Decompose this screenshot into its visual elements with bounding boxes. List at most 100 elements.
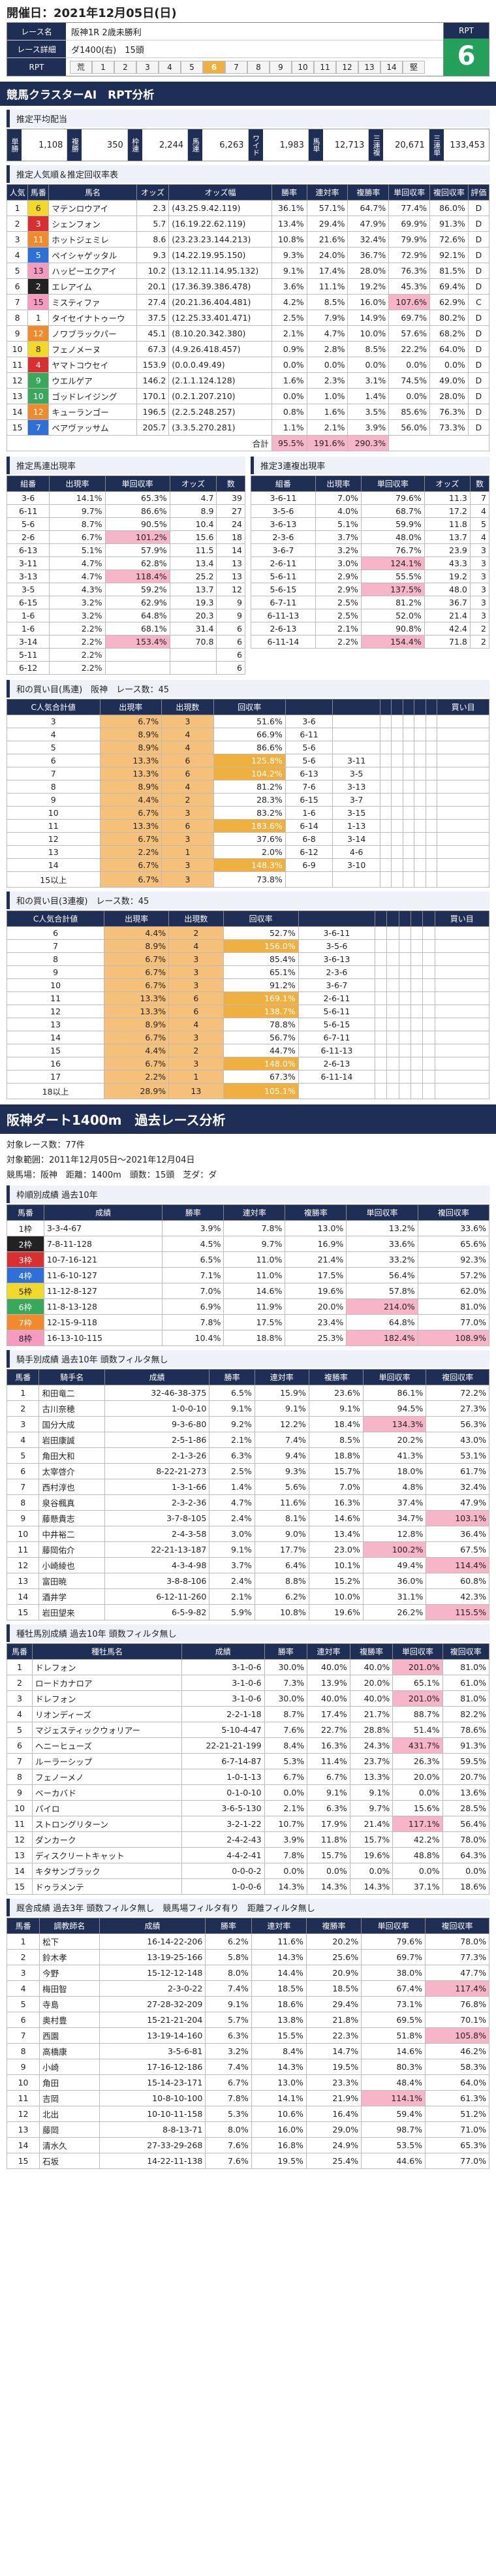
stat-cell: 5.3%	[205, 2106, 252, 2122]
stat-cell: 18.5%	[251, 1980, 307, 1997]
table-row: 14 12 キューランゴー 196.5 (2.2.5.248.257) 0.8% 1.6% 3…	[6, 404, 490, 420]
stat-cell: 6.7%	[264, 1769, 308, 1785]
horse-name: キューランゴー	[48, 404, 137, 420]
rpt-scale-cell: 7	[225, 60, 247, 74]
table-row: 2 3 シェンフォン 5.7 (16.19.22.62.119) 13.4% 29.4% 47…	[6, 216, 490, 232]
combo-blank	[437, 793, 489, 807]
pop-cell: 15	[6, 419, 29, 436]
count: 27	[216, 504, 245, 518]
payout-cell: 複勝 350	[67, 129, 128, 161]
table-row: 3-6-11 7.0% 79.6% 11.3 7	[251, 491, 490, 505]
odds-range: (14.22.19.95.150)	[168, 247, 272, 263]
payout-value: 350	[106, 140, 123, 150]
return-rate: 156.0%	[223, 939, 299, 953]
fuku-return: 28.0%	[429, 388, 469, 404]
appear-rate: 4.7%	[49, 556, 106, 570]
stat-cell: 94.5%	[362, 1400, 427, 1417]
stat-cell: 高橋康	[39, 2043, 100, 2059]
table-row: 15 岩田望来 6-5-9-82 5.9% 10.8% 19.6% 26.2% 115.5%	[6, 1604, 489, 1620]
stat-cell: 22-21-21-199	[181, 1737, 265, 1754]
combo-blank	[375, 965, 388, 979]
stat-cell: 48.8%	[392, 1847, 443, 1863]
column-header: 馬名	[48, 184, 137, 201]
stat-cell: 15.7%	[349, 1831, 394, 1848]
return-rate: 76.7%	[360, 543, 425, 557]
combo-blank	[375, 978, 388, 992]
return-rate: 138.7%	[223, 1005, 299, 1018]
combo: 3-14	[6, 635, 50, 649]
stat-cell: 清水久	[39, 2137, 100, 2153]
stat-cell: 0.0%	[264, 1784, 308, 1801]
horse-name: タイセイナトゥーウ	[48, 310, 137, 326]
column-header: 馬番	[6, 1918, 40, 1934]
fuku-return: 0.0%	[429, 357, 469, 373]
evaluation: D	[467, 341, 490, 357]
appear-rate: 13.3%	[99, 754, 163, 767]
tan-return: 0.0%	[388, 388, 431, 404]
odds: 31.4	[169, 622, 217, 636]
odds: 13.4	[169, 556, 217, 570]
stat-cell: 22.3%	[305, 2027, 362, 2044]
table-row: 7 15 ミスティファ 27.4 (20.21.36.404.481) 4.2% 8.5% 1…	[6, 294, 490, 310]
row-key: 14	[6, 2137, 40, 2153]
horse-name: フェノメーヌ	[48, 341, 137, 357]
stat-cell: 13.4%	[308, 1526, 364, 1542]
stat-cell: 石坂	[39, 2153, 100, 2169]
combo: 5-6-11	[251, 570, 316, 583]
sanren-table: 組番 出現率 単回収率 オッズ数 3-6-11 7.0% 79.6% 11.3 7 3-5-6 4.…	[251, 475, 490, 649]
stat-cell: 8.5%	[308, 1432, 364, 1448]
row-key: 11	[6, 1541, 40, 1558]
stat-cell: 8.7%	[264, 1706, 308, 1722]
column-header	[425, 699, 438, 715]
evaluation: D	[467, 372, 490, 389]
table-row: 15 7 ベアヴァッサム 205.7 (3.3.5.270.281) 1.1% 2.1% 3.…	[6, 419, 490, 436]
sum-value: 4	[7, 728, 101, 741]
fuku-rate: 3.1%	[347, 372, 390, 389]
combo: 4-6	[332, 845, 380, 859]
stat-cell: 26.2%	[362, 1604, 427, 1620]
jockey-table: 馬番 騎手名 成績 勝率 連対率 複勝率 単回収率 複回収率 1 和田竜二 32-46-38-375…	[6, 1369, 489, 1620]
stat-cell: 9.1%	[349, 1784, 394, 1801]
combo-blank	[425, 715, 438, 728]
odds: 11.5	[169, 543, 217, 557]
tan-return: 69.9%	[388, 216, 431, 232]
combo-blank	[414, 767, 426, 781]
stat-cell: 11.8%	[307, 1831, 350, 1848]
appear-rate: 2.5%	[315, 596, 362, 609]
row-key: 12	[6, 2106, 40, 2122]
column-header: 成績	[99, 1918, 206, 1934]
row-key: 13	[6, 2121, 40, 2138]
stat-cell: 9.4%	[254, 1447, 309, 1464]
count: 6	[216, 661, 245, 675]
combo: 3-7	[332, 793, 380, 807]
odds: 48.0	[424, 583, 471, 596]
fuku-rate: 32.4%	[347, 231, 390, 248]
table-row: 15 4.4% 2 44.7% 6-11-13	[6, 1044, 490, 1057]
combo-blank	[410, 952, 424, 966]
combo-blank	[422, 991, 435, 1005]
combo	[332, 715, 380, 728]
odds-cell: 196.5	[136, 404, 170, 420]
frame-table: 馬番 成績 勝率 連対率 複勝率 単回収率 複回収率 1枠 3-3-4-67 3.9% 7.8% 13…	[7, 1204, 490, 1346]
table-row: 13 8.9% 4 78.8% 5-6-15	[6, 1018, 490, 1031]
combo: 6-11-14	[298, 1070, 376, 1084]
stat-cell: 10-10-11-158	[99, 2106, 206, 2122]
return-rate: 68.7%	[360, 504, 425, 518]
row-key: 7	[6, 1753, 33, 1769]
column-header	[298, 910, 376, 927]
combo-blank	[391, 819, 403, 833]
return-rate: 137.5%	[360, 583, 425, 596]
combo: 2-6-11	[298, 991, 376, 1005]
column-header: 人気	[6, 184, 29, 201]
appear-rate: 7.0%	[315, 491, 362, 505]
evaluation: D	[467, 263, 490, 279]
stat-cell: 8.8%	[254, 1573, 309, 1589]
stat-cell: 0.0%	[442, 1863, 490, 1879]
return-rate: 153.4%	[104, 635, 170, 649]
stat-cell: 3-5-6-81	[99, 2043, 206, 2059]
combo: 6-14	[285, 819, 333, 833]
stat-cell: 117.4%	[425, 1980, 489, 1997]
table-row: 3-13 4.7% 118.4% 25.2 13	[6, 570, 245, 583]
stat-cell: 9.7%	[223, 1236, 286, 1252]
table-row: 18以上 28.9% 13 105.1%	[6, 1083, 490, 1099]
